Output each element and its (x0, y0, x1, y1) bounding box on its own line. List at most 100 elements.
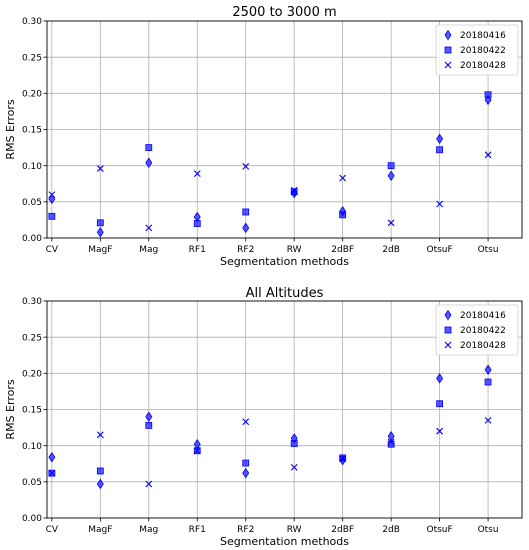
data-point (96, 478, 104, 490)
series-20180416 (48, 364, 492, 490)
y-tick-label: 0.00 (22, 234, 42, 244)
data-point (339, 211, 347, 219)
data-point (436, 146, 444, 154)
series-20180422 (48, 91, 492, 227)
y-tick-label: 0.25 (22, 53, 42, 63)
data-point (242, 208, 250, 216)
data-point (145, 411, 153, 422)
series-20180422 (48, 378, 492, 477)
legend-marker (444, 29, 452, 41)
y-tick-label: 0.20 (22, 370, 42, 380)
data-point (484, 378, 492, 386)
series-20180428 (48, 416, 492, 488)
legend: 20180416 20180422 20180428 (435, 304, 519, 356)
legend-marker (444, 309, 452, 321)
legend-entry: 20180416 (460, 311, 506, 321)
series-20180428 (48, 151, 492, 232)
x-tick-label: MagF (88, 245, 112, 255)
x-tick-label: CV (46, 525, 59, 535)
x-tick-label: Mag (139, 525, 158, 535)
data-point (145, 422, 153, 429)
x-tick-label: Otsu (478, 525, 499, 535)
data-point (290, 440, 298, 447)
data-point (242, 222, 250, 234)
data-point (484, 416, 492, 424)
y-tick-label: 0.30 (22, 297, 42, 307)
data-point (48, 469, 56, 477)
data-point (242, 467, 250, 479)
data-point (96, 219, 104, 227)
data-point (339, 174, 347, 182)
y-tick-label: 0.10 (22, 442, 42, 452)
data-point (96, 431, 104, 439)
x-tick-label: 2dB (382, 525, 400, 535)
data-point (436, 427, 443, 435)
y-tick-label: 0.15 (22, 126, 42, 136)
x-tick-label: RF1 (189, 245, 206, 255)
legend-entry: 20180428 (460, 341, 506, 351)
data-point (145, 157, 153, 168)
chart-panel-2: 0.00 0.05 0.10 0.15 0.20 0.25 0.30 CV MagF Mag RF1… (4, 286, 523, 548)
data-point (436, 133, 444, 145)
x-tick-label: CV (46, 245, 59, 255)
legend-marker (444, 46, 452, 54)
data-point (290, 188, 298, 196)
y-tick-label: 0.05 (22, 198, 42, 208)
data-point (387, 162, 395, 170)
data-point (242, 459, 250, 467)
data-point (48, 212, 56, 220)
y-tick-label: 0.15 (22, 406, 42, 416)
data-point (436, 400, 444, 408)
data-point (193, 170, 201, 178)
y-tick-label: 0.05 (22, 478, 42, 488)
data-point (290, 463, 298, 471)
y-tick-label: 0.20 (22, 90, 42, 100)
legend-box (435, 304, 519, 356)
x-tick-label: 2dB (382, 245, 400, 255)
data-point (339, 455, 347, 463)
legend-box (435, 24, 519, 76)
x-tick-label: RF1 (189, 525, 206, 535)
y-axis-label: RMS Errors (4, 99, 17, 159)
x-tick-label: RF2 (237, 245, 254, 255)
legend-entry: 20180428 (460, 61, 506, 71)
x-tick-label: OtsuF (427, 245, 453, 255)
data-point (484, 151, 492, 159)
legend: 20180416 20180422 20180428 (435, 24, 519, 76)
x-axis-label: Segmentation methods (220, 255, 349, 268)
data-point (387, 219, 395, 227)
y-tick-label: 0.00 (22, 514, 42, 524)
legend-entry: 20180422 (460, 326, 506, 336)
x-tick-label: MagF (88, 525, 112, 535)
data-point (96, 467, 104, 475)
data-point (387, 170, 395, 182)
data-point (193, 447, 201, 455)
data-point (145, 224, 153, 232)
data-point (145, 144, 153, 151)
data-point (48, 452, 56, 463)
y-axis-label: RMS Errors (4, 379, 17, 439)
chart-title: 2500 to 3000 m (232, 5, 336, 20)
data-point (484, 364, 492, 375)
x-tick-label: 2dBF (331, 245, 354, 255)
data-point (290, 186, 298, 194)
data-point (193, 220, 201, 227)
y-tick-label: 0.10 (22, 162, 42, 172)
data-point (387, 438, 395, 446)
x-tick-label: Mag (139, 245, 158, 255)
x-tick-label: Otsu (478, 245, 499, 255)
data-point (484, 91, 492, 99)
data-point (96, 226, 104, 238)
data-point (96, 165, 104, 172)
y-tick-label: 0.25 (22, 333, 42, 343)
legend-marker (444, 326, 452, 334)
legend-marker (444, 61, 452, 69)
data-point (387, 440, 395, 448)
data-point (436, 373, 444, 384)
x-tick-label: OtsuF (427, 525, 453, 535)
y-tick-label: 0.30 (22, 17, 42, 27)
x-tick-label: RF2 (237, 525, 254, 535)
data-point (436, 200, 443, 208)
data-point (48, 191, 56, 198)
